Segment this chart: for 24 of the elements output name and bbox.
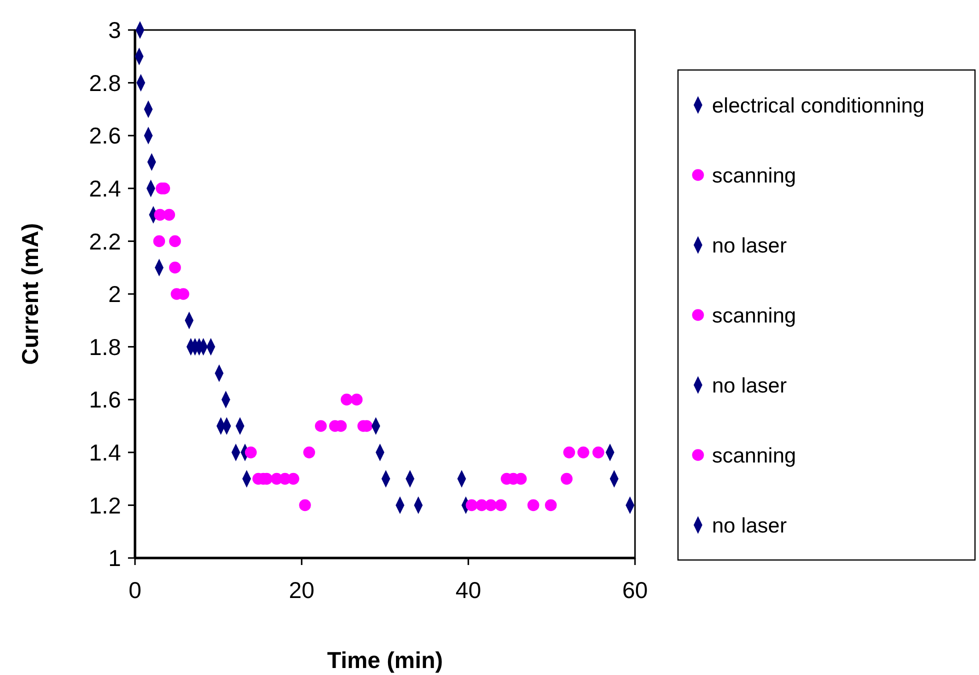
legend-label: no laser [712, 374, 787, 398]
y-axis-title: Current (mA) [17, 223, 43, 365]
y-tick-label: 1.8 [89, 334, 121, 360]
x-tick-label: 0 [128, 577, 142, 603]
legend-label: scanning [712, 444, 796, 468]
y-tick-label: 2.2 [89, 228, 121, 254]
legend-label: no laser [712, 234, 787, 258]
y-tick-label: 1.4 [89, 439, 122, 466]
y-tick-label: 2.4 [89, 175, 122, 202]
y-tick-label: 3 [108, 17, 121, 44]
legend-label: scanning [712, 164, 796, 188]
legend-label: scanning [712, 304, 796, 328]
y-tick-label: 1 [108, 545, 121, 572]
y-tick-label: 2.8 [89, 70, 121, 96]
legend-label: no laser [712, 514, 787, 538]
y-tick-label: 2.6 [89, 122, 121, 149]
x-tick-label: 60 [622, 577, 648, 603]
y-tick-label: 1.6 [89, 386, 121, 413]
legend-label: electrical conditionning [712, 94, 924, 118]
x-tick-label: 40 [456, 577, 482, 603]
y-tick-label: 2 [108, 281, 121, 308]
x-axis-title: Time (min) [327, 647, 443, 673]
x-tick-label: 20 [288, 577, 314, 603]
y-tick-label: 1.2 [89, 492, 121, 518]
